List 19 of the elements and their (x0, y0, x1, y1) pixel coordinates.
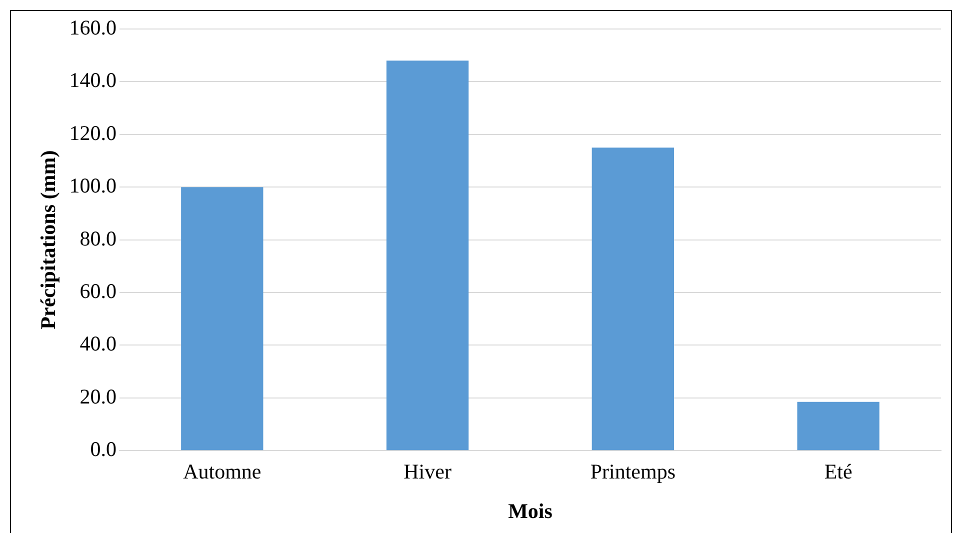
y-axis-title: Précipitations (mm) (36, 150, 60, 330)
x-axis-title: Mois (508, 498, 552, 523)
y-tick-label: 160.0 (69, 16, 116, 40)
y-tick-label: 0.0 (90, 437, 116, 462)
y-tick-label: 60.0 (80, 279, 116, 304)
y-tick-label: 20.0 (80, 384, 116, 408)
x-tick-label: Hiver (404, 460, 452, 484)
bar (386, 60, 469, 450)
y-tick-label: 80.0 (80, 226, 116, 250)
y-tick-label: 120.0 (69, 120, 116, 145)
x-tick-label: Automne (183, 460, 262, 484)
y-tick-label: 100.0 (69, 174, 116, 198)
x-tick-label: Printemps (590, 460, 676, 484)
y-tick-label: 140.0 (69, 68, 116, 92)
bar (797, 402, 880, 450)
y-tick-label: 40.0 (80, 332, 116, 356)
bar (181, 187, 264, 450)
x-tick-label: Eté (824, 460, 852, 484)
bar (592, 148, 674, 450)
